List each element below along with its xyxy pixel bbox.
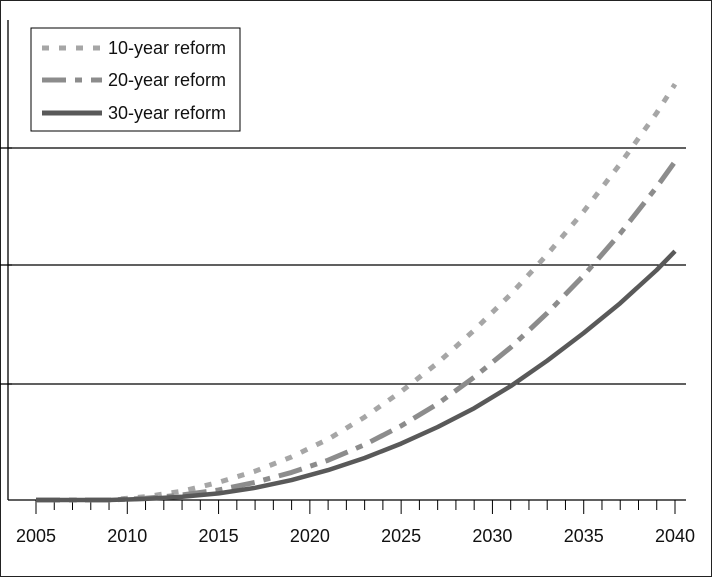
gridlines bbox=[0, 20, 686, 500]
x-tick-label-2035: 2035 bbox=[564, 526, 604, 546]
series-line-3 bbox=[36, 249, 677, 503]
x-tick-label-2020: 2020 bbox=[290, 526, 330, 546]
series-lines bbox=[36, 82, 678, 503]
x-tick-label-2010: 2010 bbox=[107, 526, 147, 546]
x-tick-label-2025: 2025 bbox=[381, 526, 421, 546]
x-tick-label-2015: 2015 bbox=[199, 526, 239, 546]
legend-label-1: 10-year reform bbox=[108, 38, 226, 58]
series-line-1 bbox=[36, 82, 678, 503]
legend-label-3: 30-year reform bbox=[108, 103, 226, 123]
x-tick-label-2005: 2005 bbox=[16, 526, 56, 546]
legend: 10-year reform 20-year reform 30-year refo… bbox=[30, 27, 241, 132]
x-tick-label-2030: 2030 bbox=[472, 526, 512, 546]
legend-label-2: 20-year reform bbox=[108, 70, 226, 90]
x-tick-label-2040: 2040 bbox=[655, 526, 695, 546]
